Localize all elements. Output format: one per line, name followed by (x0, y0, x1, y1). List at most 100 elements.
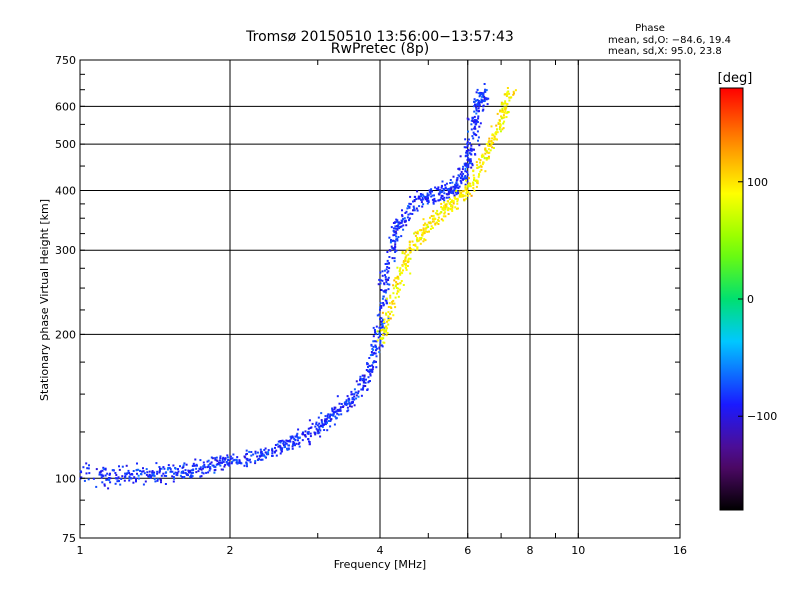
scatter-point (429, 191, 432, 194)
scatter-point (373, 340, 376, 343)
scatter-point (183, 476, 186, 478)
scatter-point (458, 167, 461, 170)
scatter-point (149, 476, 152, 479)
scatter-point (429, 216, 431, 219)
scatter-point (292, 440, 295, 443)
scatter-point (131, 473, 134, 476)
scatter-point (248, 459, 250, 462)
scatter-point (254, 452, 257, 455)
scatter-point (243, 464, 246, 467)
scatter-point (199, 459, 202, 462)
scatter-point (485, 158, 488, 161)
scatter-point (283, 446, 286, 449)
scatter-point (219, 461, 222, 464)
scatter-point (188, 471, 190, 474)
scatter-point (383, 331, 386, 334)
scatter-point (368, 370, 371, 373)
x-tick-label: 10 (571, 544, 585, 557)
scatter-point (405, 268, 408, 271)
scatter-point (171, 470, 174, 473)
colorbar-tick-label: −100 (747, 410, 777, 423)
scatter-point (388, 256, 391, 258)
scatter-point (432, 210, 435, 213)
scatter-point (386, 283, 389, 286)
scatter-point (393, 257, 396, 260)
scatter-point (378, 333, 381, 336)
scatter-point (308, 419, 311, 422)
scatter-point (409, 272, 412, 275)
scatter-point (478, 158, 480, 161)
scatter-point (379, 318, 381, 321)
scatter-point (503, 120, 506, 123)
scatter-point (174, 471, 177, 474)
scatter-point (434, 186, 437, 189)
scatter-point (388, 267, 391, 270)
scatter-point (421, 234, 424, 237)
y-tick-label: 750 (55, 54, 76, 67)
scatter-point (385, 281, 388, 283)
scatter-point (373, 329, 376, 331)
scatter-point (454, 185, 456, 188)
scatter-point (383, 282, 386, 285)
scatter-point (298, 445, 301, 448)
scatter-point (480, 154, 483, 157)
scatter-point (477, 107, 480, 110)
scatter-point (381, 324, 384, 327)
scatter-point (472, 182, 475, 185)
scatter-point (473, 177, 476, 179)
scatter-point (393, 240, 396, 243)
scatter-point (348, 398, 351, 401)
scatter-point (116, 480, 119, 483)
scatter-point (419, 193, 422, 195)
scatter-point (411, 213, 414, 215)
scatter-point (455, 197, 458, 200)
scatter-point (444, 184, 447, 187)
scatter-point (215, 456, 218, 459)
scatter-point (451, 181, 454, 184)
scatter-point (226, 456, 229, 459)
scatter-point (304, 435, 307, 438)
scatter-point (340, 413, 343, 416)
scatter-point (308, 443, 311, 446)
scatter-point (288, 439, 291, 442)
scatter-point (479, 170, 482, 173)
scatter-point (503, 106, 506, 109)
scatter-point (493, 135, 496, 138)
scatter-point (392, 292, 395, 295)
scatter-point (156, 472, 159, 475)
scatter-point (334, 411, 337, 413)
scatter-point (318, 425, 321, 428)
scatter-point (489, 144, 492, 147)
scatter-point (275, 449, 278, 452)
scatter-point (139, 469, 141, 472)
scatter-point (264, 447, 267, 450)
scatter-point (146, 471, 149, 474)
scatter-point (389, 296, 392, 299)
scatter-point (470, 128, 473, 131)
scatter-point (383, 269, 386, 272)
scatter-point (482, 100, 485, 103)
scatter-point (386, 251, 389, 253)
scatter-point (387, 311, 390, 314)
scatter-point (143, 472, 146, 475)
scatter-point (443, 196, 446, 199)
scatter-point (205, 471, 208, 474)
scatter-point (271, 454, 274, 457)
scatter-point (444, 187, 447, 190)
scatter-point (385, 312, 387, 315)
scatter-point (371, 364, 374, 367)
scatter-point (376, 339, 379, 342)
scatter-point (419, 229, 422, 231)
scatter-point (419, 238, 422, 241)
scatter-point (333, 423, 336, 426)
scatter-point (384, 263, 387, 265)
scatter-point (481, 95, 484, 98)
scatter-point (464, 170, 467, 173)
scatter-point (271, 452, 274, 455)
y-tick-label: 200 (55, 328, 76, 341)
scatter-point (360, 394, 363, 397)
scatter-point (464, 183, 467, 186)
scatter-point (214, 458, 217, 461)
scatter-point (443, 212, 446, 215)
scatter-point (326, 416, 329, 419)
